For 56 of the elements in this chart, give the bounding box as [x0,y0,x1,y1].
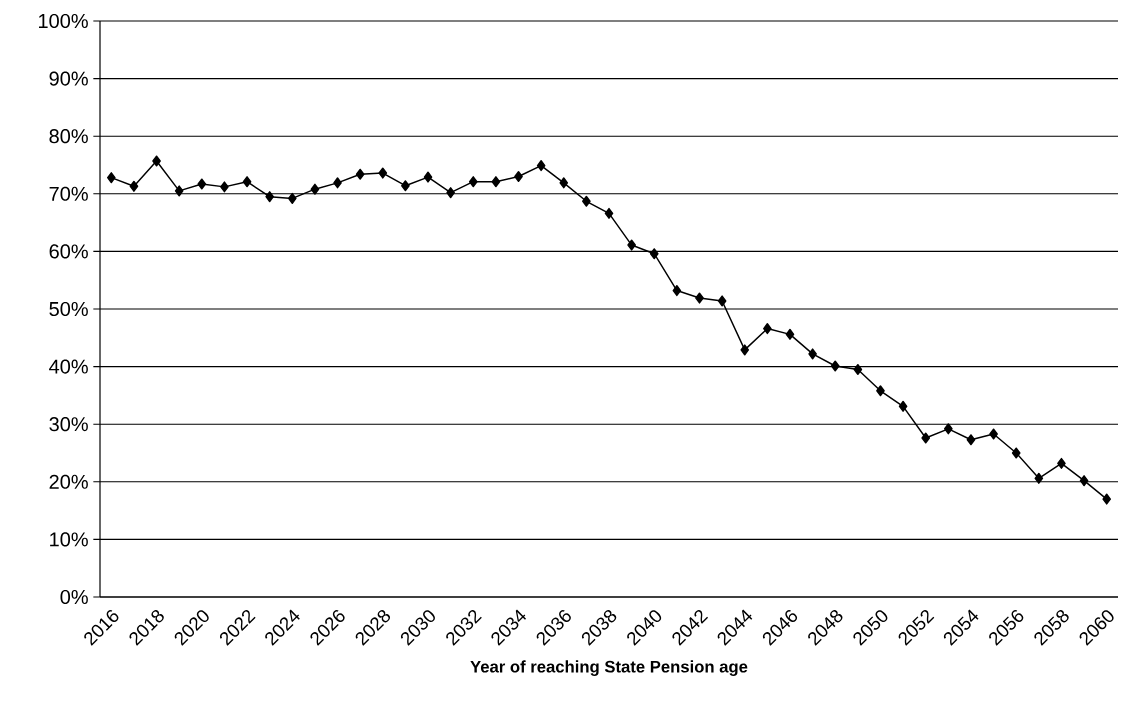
point [695,292,704,304]
point [1057,457,1066,469]
point [876,385,885,397]
point [197,178,207,190]
point [491,176,501,188]
point [220,181,229,193]
point [1102,493,1112,505]
point [287,192,297,204]
y-tick-label: 70% [49,186,88,201]
point [129,180,139,192]
point [401,180,410,192]
point [808,348,817,360]
point [265,191,275,203]
point [174,185,184,197]
point [333,177,342,189]
point [106,172,116,184]
y-tick-label: 50% [49,301,88,317]
y-tick-label: 0% [60,589,88,605]
point [672,285,682,297]
point [378,167,388,179]
y-tick-label: 10% [50,532,88,547]
point [966,434,976,446]
y-tick-label: 30% [49,417,88,432]
point [423,171,433,183]
point [582,195,591,207]
point [853,363,863,376]
x-axis-title: Year of reaching State Pension age [470,660,748,676]
point [446,187,455,199]
y-tick-label: 80% [49,129,88,144]
point [152,155,161,167]
y-tick-label: 20% [49,474,88,489]
point [1034,472,1044,484]
point [1011,447,1021,459]
y-tick-label: 90% [49,71,88,86]
point [536,160,546,172]
point [785,328,795,340]
point [627,239,636,251]
y-tick-label: 60% [49,244,88,259]
point [763,323,772,335]
point [242,176,252,188]
point [1079,475,1089,487]
point [559,177,569,189]
point [310,183,320,195]
point [921,432,931,444]
y-tick-label: 100% [39,13,88,29]
point [355,168,365,180]
point [740,344,750,356]
point [989,428,998,440]
point [717,295,727,307]
point [830,360,840,372]
point [604,207,614,219]
point [649,248,659,260]
point [898,400,908,412]
y-tick-label: 40% [49,359,88,374]
point [944,423,953,435]
point [468,176,478,188]
